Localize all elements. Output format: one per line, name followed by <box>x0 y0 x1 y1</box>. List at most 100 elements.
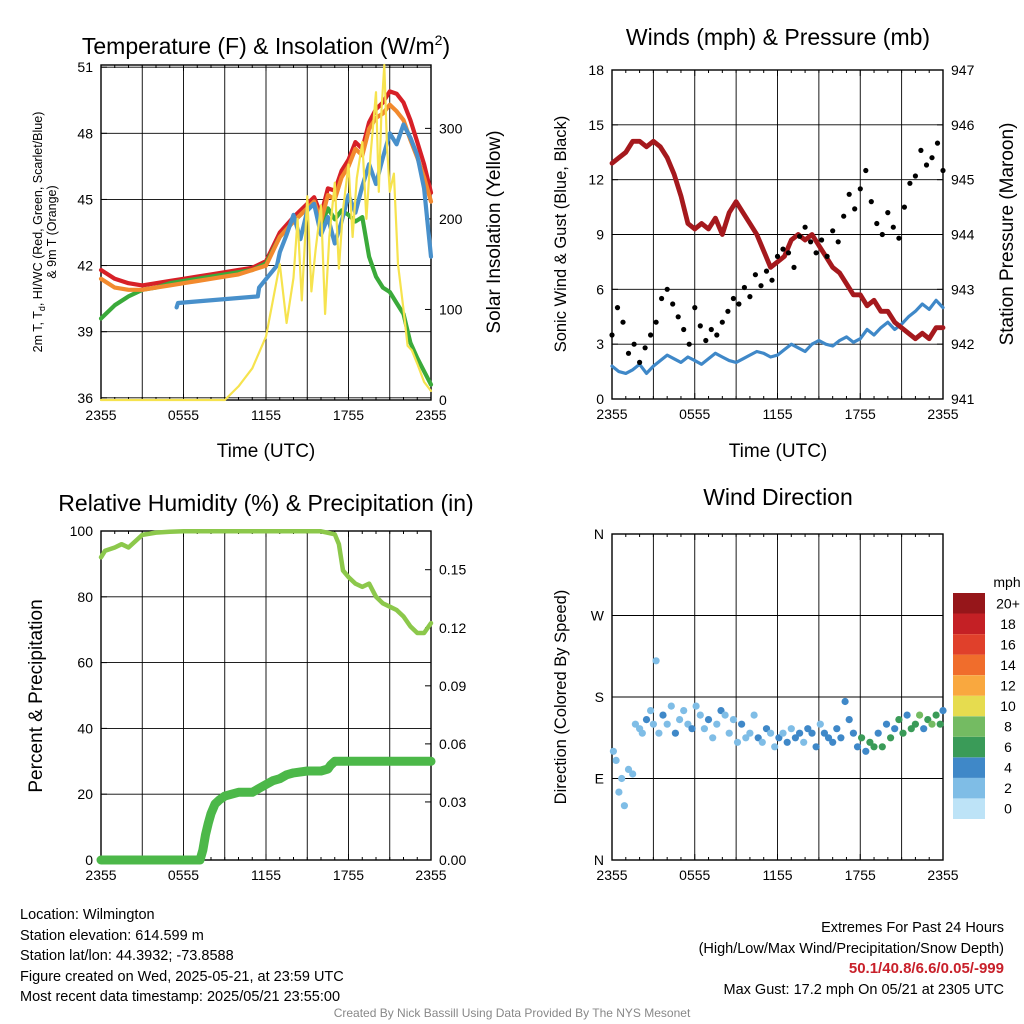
colorbar-label: 14 <box>1000 657 1016 673</box>
x-tick-label: 2355 <box>596 867 627 883</box>
gust-point <box>918 147 924 153</box>
x-tick-label: 0555 <box>168 867 199 883</box>
y-tick-label: 20 <box>77 786 93 802</box>
station-location: Location: Wilmington <box>20 907 155 923</box>
colorbar-swatch <box>953 675 985 696</box>
gust-point <box>907 180 913 186</box>
credit-line: Created By Nick Bassill Using Data Provi… <box>333 1006 691 1020</box>
y-tick-label: 51 <box>77 59 93 75</box>
direction-point <box>615 788 623 796</box>
colorbar-swatch <box>953 757 985 778</box>
x-tick-label: 2355 <box>85 867 116 883</box>
colorbar-swatch <box>953 634 985 655</box>
direction-point <box>713 720 721 728</box>
direction-point <box>928 720 936 728</box>
x-tick-label: 2355 <box>415 407 446 423</box>
y-right-tick-label: 0.00 <box>439 852 466 868</box>
direction-point <box>649 720 658 728</box>
colorbar-swatch <box>953 716 985 737</box>
direction-point <box>647 707 655 715</box>
colorbar-swatch <box>953 798 985 819</box>
gust-point <box>686 341 692 347</box>
gust-point <box>703 337 709 344</box>
y-right-tick-label: 944 <box>951 227 975 243</box>
colorbar-label: 2 <box>1004 780 1012 796</box>
gust-point <box>714 332 720 338</box>
gust-point <box>725 308 731 314</box>
direction-point <box>911 720 920 728</box>
gust-point <box>609 332 615 338</box>
x-tick-label: 2355 <box>415 867 446 883</box>
direction-point <box>845 716 853 724</box>
direction-point <box>638 729 646 737</box>
gust-point <box>830 228 836 234</box>
x-tick-label: 0555 <box>679 406 710 422</box>
direction-point <box>820 729 829 737</box>
y-right-tick-label: 946 <box>951 117 975 133</box>
direction-point <box>729 716 738 724</box>
y-axis-label: 2m T, Td, HI/WC (Red, Green, Scarlet/Blu… <box>31 112 47 353</box>
x-tick-label: 0555 <box>168 407 199 423</box>
chart-title: Relative Humidity (%) & Precipitation (i… <box>58 490 473 516</box>
x-tick-label: 1155 <box>762 867 792 883</box>
gust-point <box>791 264 797 270</box>
y-right-tick-label: 0 <box>439 392 447 408</box>
colorbar-swatch <box>953 593 985 614</box>
gust-point <box>846 191 852 197</box>
gust-point <box>824 253 830 259</box>
gust-point <box>769 277 775 283</box>
direction-point <box>870 743 878 751</box>
direction-point <box>655 729 663 737</box>
gust-point <box>681 326 687 333</box>
gust-point <box>896 235 902 241</box>
gust-point <box>885 210 891 216</box>
gust-point <box>802 224 808 230</box>
gust-point <box>813 250 819 256</box>
chart-title: Winds (mph) & Pressure (mb) <box>626 24 930 50</box>
humidity-panel: 2355 0555 1155 1755 23550204060801000.000.03… <box>26 490 474 883</box>
gust-point <box>901 204 908 210</box>
direction-point <box>887 734 895 742</box>
direction-point <box>767 729 775 737</box>
y-right-tick-label: 0.12 <box>439 620 466 636</box>
direction-point <box>738 720 746 728</box>
y-right-tick-label: 942 <box>951 336 975 352</box>
y-tick-label: 9 <box>596 227 604 243</box>
colorbar-label: 8 <box>1004 719 1012 735</box>
gust-point <box>719 319 725 325</box>
direction-point <box>882 720 891 728</box>
gust-point <box>741 284 748 291</box>
colorbar-label: 16 <box>1000 636 1016 652</box>
gust-point <box>736 301 742 307</box>
direction-point <box>758 738 766 746</box>
y-tick-label: 100 <box>70 523 94 539</box>
y-tick-label: 80 <box>77 589 93 605</box>
y-tick-label: S <box>595 689 604 705</box>
temperature-panel: 2355 0555 1155 1755 235536394245485101002003… <box>31 32 505 462</box>
direction-point <box>791 734 800 742</box>
gust-point <box>841 213 847 219</box>
colorbar-label: 6 <box>1004 739 1012 755</box>
y-right-axis-label: Solar Insolation (Yellow) <box>484 130 505 333</box>
direction-point <box>812 743 820 751</box>
colorbar-swatch <box>953 613 985 634</box>
chart-title: Temperature (F) & Insolation (W/m2) <box>82 32 450 59</box>
y-tick-label: 6 <box>596 281 604 297</box>
gust-point <box>625 350 632 356</box>
gust-point <box>923 162 930 168</box>
direction-point <box>808 729 816 737</box>
x-tick-label: 2355 <box>927 867 958 883</box>
direction-point <box>837 734 845 742</box>
most-recent-timestamp: Most recent data timestamp: 2025/05/21 2… <box>20 989 341 1005</box>
direction-point <box>891 725 899 733</box>
y-right-tick-label: 0.06 <box>439 736 466 752</box>
y-tick-label: W <box>591 608 605 624</box>
direction-point <box>733 738 742 746</box>
direction-point <box>920 725 928 733</box>
y-right-tick-label: 943 <box>951 281 975 297</box>
y-right-tick-label: 941 <box>951 391 975 407</box>
direction-point <box>624 765 633 774</box>
direction-point <box>704 716 713 724</box>
direction-point <box>629 770 637 778</box>
station-info: Location: Wilmington Station elevation: … <box>20 905 344 1008</box>
